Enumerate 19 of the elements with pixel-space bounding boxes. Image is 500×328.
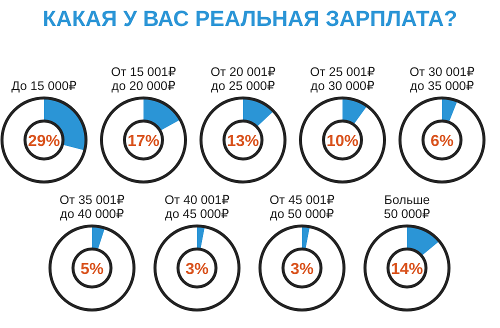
text: 10% (326, 133, 359, 150)
chart-title: От 40 001₽ до 45 000₽ (164, 193, 230, 221)
text: 14% (390, 261, 424, 278)
chart-title: Больше 50 000₽ (384, 193, 430, 221)
text: 5% (80, 261, 104, 278)
chart-title: От 20 001₽ до 25 000₽ (210, 65, 276, 93)
text: 6% (430, 133, 454, 150)
text: 29% (28, 133, 60, 150)
chart-title: До 15 000₽ (11, 79, 77, 93)
text: 3% (290, 261, 314, 278)
text: 17% (127, 133, 160, 150)
chart-title: От 30 001₽ до 35 000₽ (409, 65, 475, 93)
chart-title: От 25 001₽ до 30 000₽ (310, 65, 376, 93)
text: 3% (185, 261, 209, 278)
chart-title: От 15 001₽ до 20 000₽ (110, 65, 176, 93)
text: 13% (226, 133, 260, 150)
chart-title: От 35 001₽ до 40 000₽ (59, 193, 125, 221)
chart-title: От 45 001₽ до 50 000₽ (269, 193, 335, 221)
text: КАКАЯ У ВАС РЕАЛЬНАЯ ЗАРПЛАТА? (42, 6, 458, 31)
